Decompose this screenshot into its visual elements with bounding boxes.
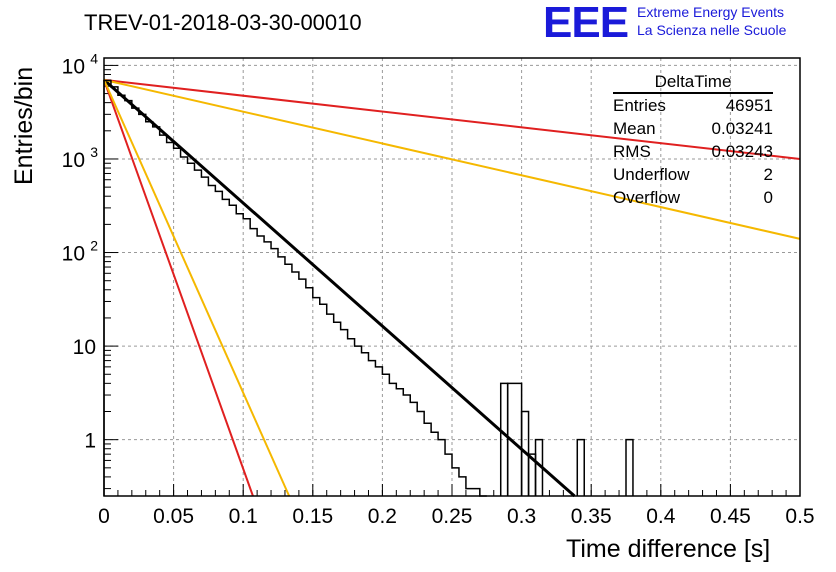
stats-box: DeltaTime Entries 46951 Mean 0.03241 RMS… [613, 72, 773, 209]
y-tick-exponent: 2 [90, 238, 98, 254]
y-tick-label: 10 [62, 243, 85, 266]
stats-value: 0.03241 [711, 119, 773, 138]
logo-line-2: La Scienza nelle Scuole [637, 22, 787, 38]
histogram-steps [103, 79, 487, 497]
stats-label: Overflow [613, 188, 681, 207]
x-tick-label: 0.25 [432, 505, 473, 528]
stats-row-rms: RMS 0.03243 [613, 140, 773, 163]
y-tick-exponent: 3 [90, 144, 98, 160]
x-tick-label: 0.05 [153, 505, 194, 528]
histogram-bin [625, 438, 634, 496]
x-tick-label: 0.1 [229, 505, 258, 528]
histogram-bin [576, 438, 585, 496]
plot-frame [103, 57, 801, 497]
fit-curve-red [103, 78, 801, 160]
stats-value: 2 [763, 165, 773, 184]
y-tick-label: 1 [84, 430, 96, 453]
stats-row-mean: Mean 0.03241 [613, 117, 773, 140]
y-tick-exponent: 4 [90, 50, 98, 66]
x-tick-label: 0.4 [646, 505, 676, 528]
fit-curve-red [103, 79, 254, 497]
plot-title: TREV-01-2018-03-30-00010 [84, 10, 362, 35]
eee-logo: EEE [543, 0, 629, 47]
logo-caption: Extreme Energy Events La Scienza nelle S… [637, 3, 786, 39]
histogram-bin [534, 438, 544, 496]
stats-value: 0 [763, 188, 773, 207]
stats-label: Entries [613, 96, 666, 115]
stats-value: 46951 [725, 96, 773, 115]
x-tick-label: 0.35 [571, 505, 612, 528]
x-tick-label: 0.2 [368, 505, 397, 528]
fit-curve-black [103, 78, 576, 498]
y-axis-label: Entries/bin [10, 66, 38, 185]
stats-value: 0.03243 [711, 142, 773, 161]
fit-curve-yellow [103, 79, 291, 497]
x-tick-label: 0 [98, 505, 110, 528]
stats-row-entries: Entries 46951 [613, 94, 773, 117]
fit-curve-yellow [103, 78, 801, 240]
stats-row-underflow: Underflow 2 [613, 163, 773, 186]
x-axis-label: Time difference [s] [566, 535, 771, 563]
stats-label: RMS [613, 142, 651, 161]
x-tick-label: 0.15 [292, 505, 333, 528]
stats-label: Underflow [613, 165, 690, 184]
y-tick-label: 10 [62, 149, 85, 172]
logo-line-1: Extreme Energy Events [637, 4, 785, 20]
stats-label: Mean [613, 119, 656, 138]
y-tick-label: 10 [62, 55, 85, 78]
x-tick-label: 0.3 [507, 505, 536, 528]
x-tick-label: 0.5 [785, 505, 814, 528]
y-tick-label: 10 [73, 336, 96, 359]
x-tick-label: 0.45 [710, 505, 751, 528]
stats-row-overflow: Overflow 0 [613, 186, 773, 209]
stats-title: DeltaTime [613, 72, 773, 94]
